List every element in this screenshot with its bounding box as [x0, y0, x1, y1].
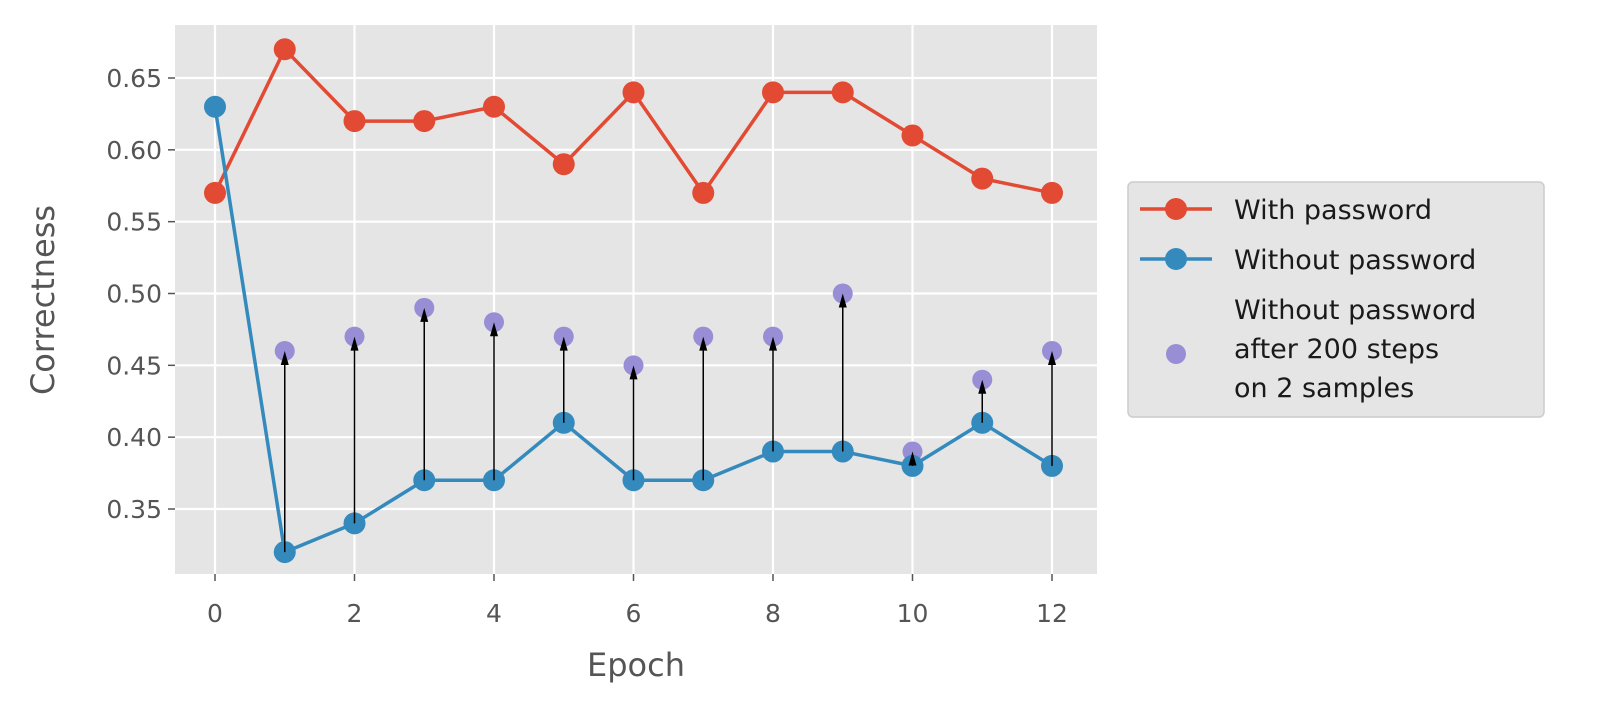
x-tick-label: 2 [347, 599, 363, 628]
y-tick-label: 0.65 [106, 64, 162, 93]
x-tick-label: 10 [897, 599, 929, 628]
plot-area [175, 25, 1097, 574]
x-axis-label: Epoch [587, 646, 685, 684]
legend-box [1127, 181, 1545, 418]
without-password-marker [204, 95, 226, 118]
legend: With password Without password Without pas… [1127, 181, 1545, 418]
legend-marker-without-password [1165, 248, 1187, 270]
with-password-marker [413, 110, 436, 133]
improvement-arrows [280, 293, 1056, 553]
arrow-head [559, 336, 568, 351]
arrow-head [629, 365, 638, 380]
y-tick-label: 0.35 [106, 495, 162, 524]
with-password-marker [901, 124, 924, 147]
with-password-marker [971, 167, 994, 190]
x-tick-label: 4 [486, 599, 502, 628]
x-tick-label: 6 [626, 599, 642, 628]
x-tick-label: 8 [765, 599, 781, 628]
with-password-marker [1041, 181, 1063, 204]
with-password-marker [831, 81, 854, 104]
legend-label-after-steps: on 2 samples [1234, 373, 1414, 404]
y-tick-label: 0.45 [106, 351, 162, 380]
with-password-marker [552, 153, 575, 176]
y-tick-label: 0.60 [106, 136, 162, 165]
legend-label-with-password: With password [1234, 195, 1432, 226]
arrow-head [699, 336, 708, 351]
y-axis-label: Correctness [24, 205, 62, 395]
y-tick-label: 0.55 [106, 208, 162, 237]
x-tick-label: 12 [1036, 599, 1068, 628]
legend-marker-after-steps [1166, 344, 1186, 364]
with-password-marker [692, 181, 715, 204]
with-password-marker [622, 81, 645, 104]
arrow-head [1048, 350, 1056, 365]
x-tick-label: 0 [207, 599, 223, 628]
legend-label-after-steps: after 200 steps [1234, 334, 1439, 365]
arrow-head [978, 379, 987, 394]
with-password-marker [762, 81, 784, 104]
legend-marker-with-password [1165, 198, 1187, 220]
x-axis-ticks: 0 2 4 6 8 10 12 [207, 574, 1068, 628]
arrow-head [280, 350, 289, 365]
with-password-marker [483, 95, 505, 118]
arrow-head [490, 322, 498, 337]
arrow-head [838, 293, 847, 308]
legend-label-without-password: Without password [1234, 245, 1476, 276]
y-tick-label: 0.50 [106, 280, 162, 309]
legend-label-after-steps: Without password [1234, 295, 1476, 326]
with-password-marker [343, 110, 366, 133]
y-axis-ticks: 0.35 0.40 0.45 0.50 0.55 0.60 0.65 [106, 64, 175, 524]
with-password-marker [204, 181, 226, 204]
y-tick-label: 0.40 [106, 423, 162, 452]
arrow-head [350, 336, 359, 351]
with-password-marker [273, 38, 296, 61]
grid-lines [175, 25, 1097, 574]
arrow-head [420, 307, 429, 322]
arrow-head [769, 336, 777, 351]
arrow-head [908, 451, 917, 466]
